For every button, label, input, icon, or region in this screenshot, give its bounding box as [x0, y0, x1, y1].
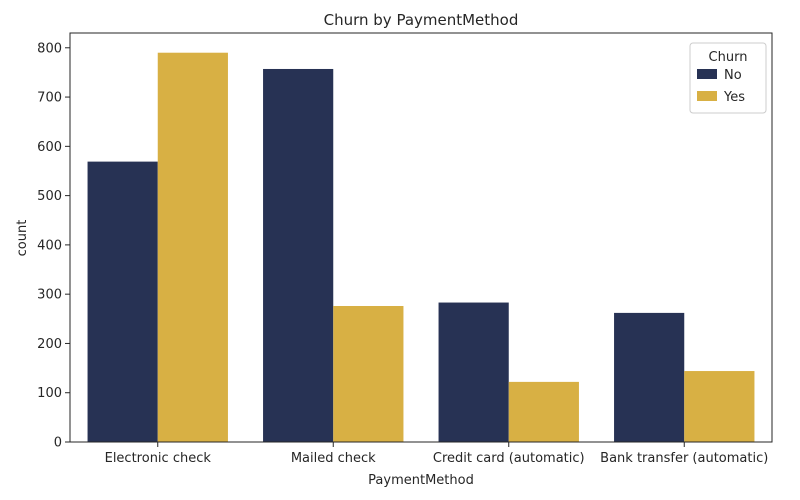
y-tick-label: 400 — [37, 238, 62, 253]
y-tick-label: 600 — [37, 140, 62, 155]
bar-no-2 — [438, 302, 509, 442]
y-tick-label: 700 — [37, 91, 62, 106]
bar-yes-0 — [157, 52, 228, 442]
legend-swatch-yes — [697, 91, 717, 101]
y-tick-label: 300 — [37, 288, 62, 303]
y-axis: 0 100 200 300 400 500 600 700 800 — [37, 41, 70, 451]
bars-group — [87, 52, 755, 442]
y-tick-label: 0 — [54, 436, 62, 451]
y-tick-label: 800 — [37, 41, 62, 56]
y-tick-label: 100 — [37, 386, 62, 401]
legend-label-no: No — [724, 68, 742, 83]
y-axis-label: count — [15, 220, 30, 257]
bar-yes-3 — [684, 371, 755, 442]
legend-swatch-no — [697, 69, 717, 79]
bar-no-3 — [614, 312, 685, 442]
x-tick-label: Credit card (automatic) — [433, 451, 585, 466]
x-axis: Electronic check Mailed check Credit card … — [105, 442, 768, 466]
x-axis-label: PaymentMethod — [368, 473, 474, 488]
chart-title: Churn by PaymentMethod — [324, 11, 519, 29]
x-tick-label: Mailed check — [291, 451, 376, 466]
legend-title: Churn — [709, 50, 748, 65]
bar-yes-2 — [508, 381, 579, 442]
plot-frame — [69, 32, 773, 443]
bar-yes-1 — [333, 305, 404, 442]
legend: Churn No Yes — [689, 42, 767, 114]
bar-no-0 — [87, 161, 158, 442]
x-tick-label: Electronic check — [105, 451, 212, 466]
x-tick-label: Bank transfer (automatic) — [600, 451, 768, 466]
y-tick-label: 200 — [37, 337, 62, 352]
y-tick-label: 500 — [37, 189, 62, 204]
legend-label-yes: Yes — [723, 90, 745, 105]
bar-no-1 — [263, 68, 334, 442]
